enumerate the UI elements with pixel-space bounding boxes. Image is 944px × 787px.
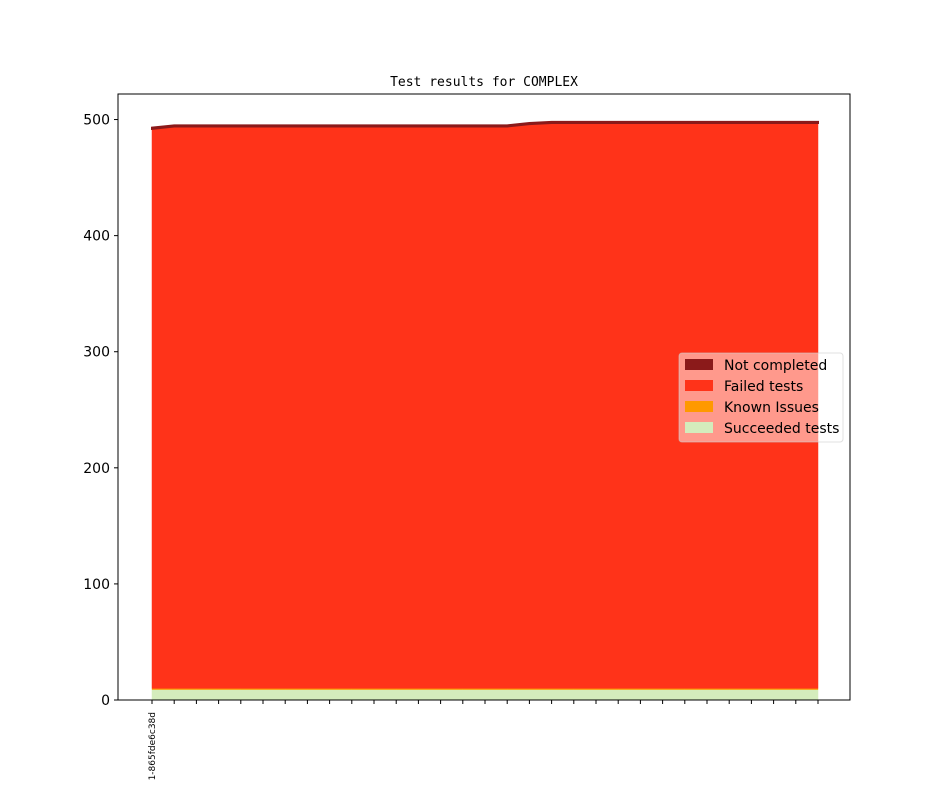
legend-label-failed-tests: Failed tests xyxy=(724,379,803,395)
legend-label-not-completed: Not completed xyxy=(724,358,827,374)
legend-label-succeeded-tests: Succeeded tests xyxy=(724,421,839,437)
plot-frame xyxy=(117,93,851,701)
x-axis: 1-865fde6c38d xyxy=(148,700,819,780)
y-tick-label-100: 100 xyxy=(83,577,110,593)
x-tick-label-0: 1-865fde6c38d xyxy=(148,712,158,780)
area-succeeded-tests xyxy=(151,689,819,701)
legend-swatch-not-completed xyxy=(685,359,713,370)
y-tick-label-300: 300 xyxy=(83,345,110,361)
legend-box xyxy=(678,352,844,443)
legend-swatch-succeeded-tests xyxy=(685,422,713,433)
area-not-completed xyxy=(151,120,819,130)
y-tick-label-400: 400 xyxy=(83,229,110,245)
legend-swatch-failed-tests xyxy=(685,380,713,391)
chart-title: Test results for COMPLEX xyxy=(390,75,578,90)
y-tick-label-0: 0 xyxy=(101,693,110,709)
legend-swatch-known-issues xyxy=(685,401,713,412)
legend-label-known-issues: Known Issues xyxy=(724,400,819,416)
y-tick-label-200: 200 xyxy=(83,461,110,477)
y-tick-label-500: 500 xyxy=(83,113,110,129)
y-axis: 0 100 200 300 400 500 xyxy=(83,113,118,709)
legend: Not completed Failed tests Known Issues Suc… xyxy=(678,352,844,443)
